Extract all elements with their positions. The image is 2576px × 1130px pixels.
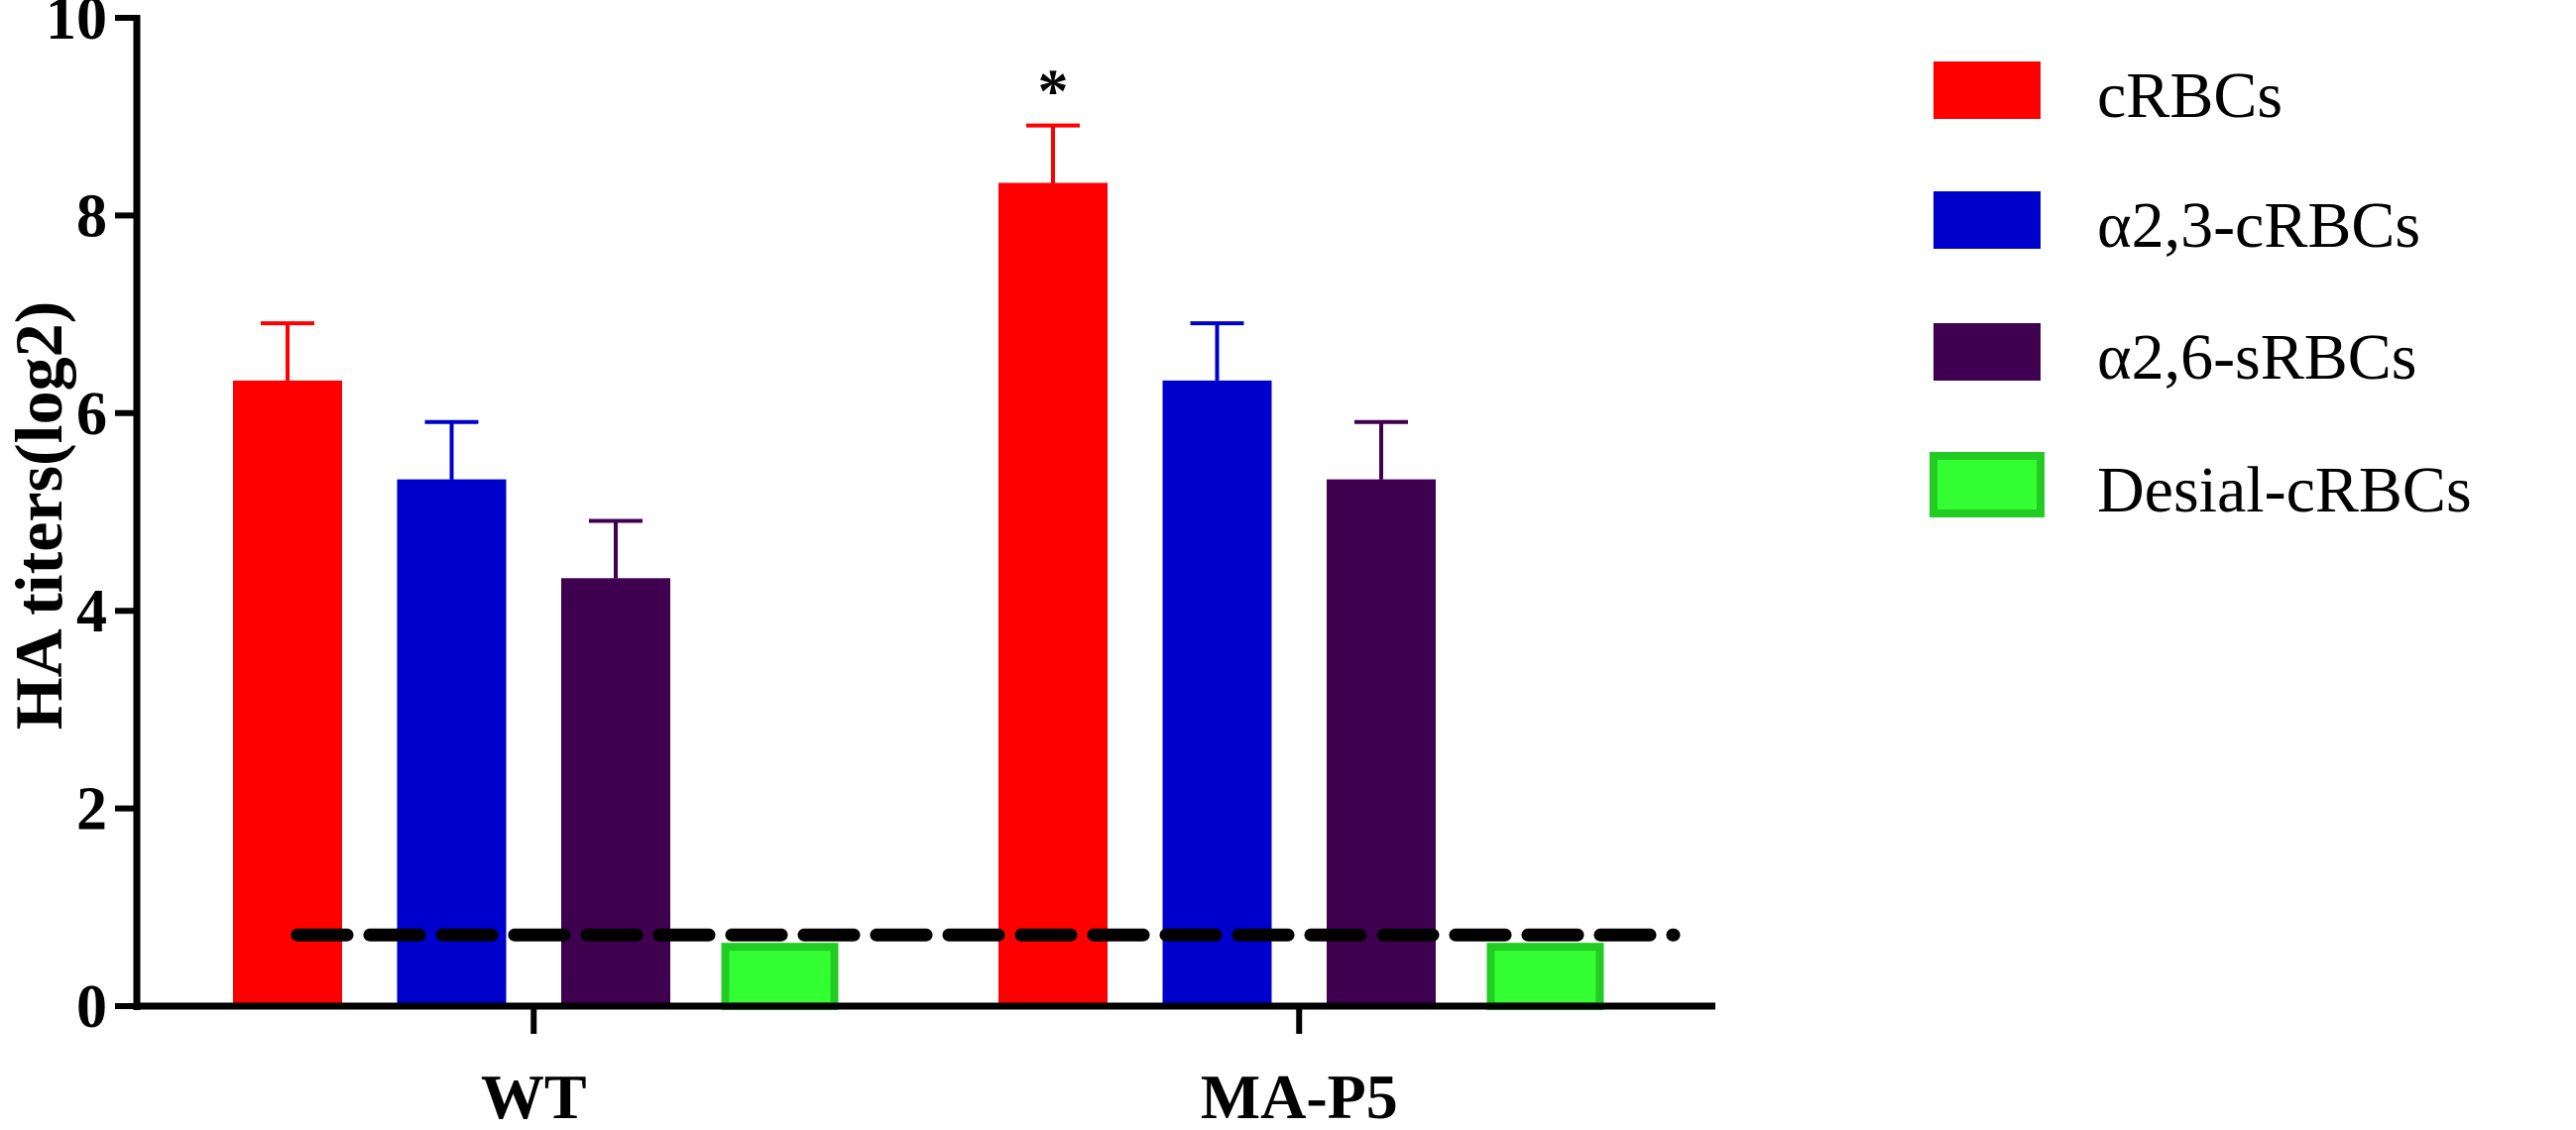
legend-label: α2,3-cRBCs (2097, 189, 2420, 262)
bar-crbcs-wt (233, 380, 342, 1006)
legend: cRBCs α2,3-cRBCs α2,6-sRBCs Desial-cRBCs (1930, 59, 2472, 526)
y-axis-title: HA titers(log2) (1, 301, 76, 730)
legend-label: α2,6-sRBCs (2097, 321, 2417, 394)
bar-desial-crbcs-wt (721, 943, 839, 1010)
bar--2-3-crbcs-wt (397, 479, 507, 1006)
legend-label: cRBCs (2097, 59, 2283, 132)
y-tick-label: 10 (46, 0, 107, 53)
bars-layer (233, 182, 1604, 1010)
legend-swatch (1933, 191, 2041, 249)
bar--2-6-srbcs-ma-p5 (1327, 479, 1436, 1006)
legend-label: Desial-cRBCs (2097, 454, 2472, 526)
x-tick-label: MA-P5 (1201, 1062, 1398, 1130)
y-tick-label: 4 (76, 578, 107, 645)
legend-swatch (1930, 452, 2045, 517)
bar-crbcs-ma-p5 (998, 182, 1108, 1006)
y-tick-label: 6 (76, 381, 107, 448)
error-bars-layer: * (261, 58, 1408, 579)
bar--2-3-crbcs-ma-p5 (1162, 380, 1272, 1006)
y-tick-label: 2 (76, 776, 107, 844)
axes-layer: 0 2 4 6 8 10 WT MA-P5 (46, 0, 1715, 1130)
bar--2-6-srbcs-wt (561, 578, 670, 1006)
legend-swatch (1933, 61, 2041, 119)
significance-marker: * (1038, 58, 1069, 126)
legend-swatch (1933, 323, 2041, 381)
y-tick-label: 0 (76, 973, 107, 1041)
y-tick-label: 8 (76, 182, 107, 250)
x-tick-label: WT (481, 1062, 587, 1130)
bar-desial-crbcs-ma-p5 (1486, 943, 1604, 1010)
